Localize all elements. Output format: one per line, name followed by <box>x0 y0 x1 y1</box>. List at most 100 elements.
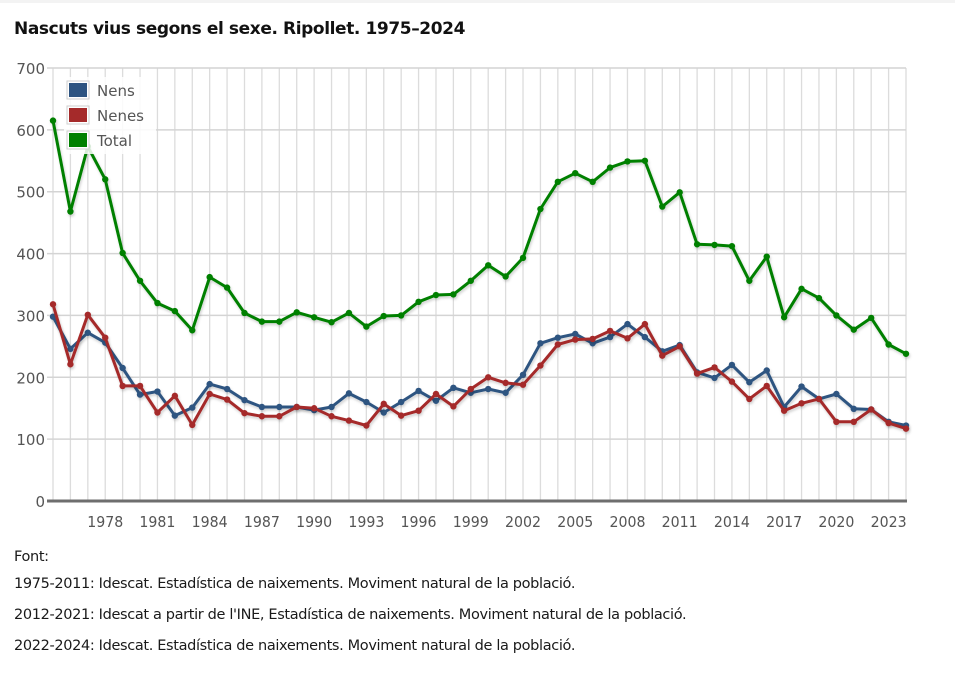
data-point-total <box>833 312 840 319</box>
x-tick-label: 2020 <box>818 513 854 531</box>
x-tick-label: 2011 <box>662 513 698 531</box>
data-point-nens <box>345 390 353 397</box>
data-point-nenes <box>397 412 405 419</box>
data-point-nens <box>763 367 770 374</box>
data-point-total <box>624 158 631 165</box>
data-point-total <box>537 205 544 213</box>
data-point-nenes <box>641 320 649 328</box>
series <box>49 117 910 432</box>
data-point-nens <box>397 398 405 406</box>
data-point-nenes <box>136 382 144 390</box>
data-point-total <box>711 241 718 249</box>
data-point-nens <box>502 389 509 396</box>
data-point-nenes <box>189 421 196 429</box>
legend-label: Total <box>96 132 132 150</box>
data-point-nens <box>258 403 266 411</box>
data-point-nenes <box>537 362 544 369</box>
data-point-nens <box>119 364 126 372</box>
data-point-nenes <box>415 407 422 414</box>
data-point-nenes <box>572 336 579 343</box>
y-tick-label: 300 <box>16 307 45 325</box>
data-point-nens <box>450 384 457 392</box>
data-point-total <box>641 157 649 164</box>
data-point-nens <box>485 385 492 393</box>
data-point-nens <box>728 361 736 369</box>
data-point-nenes <box>746 395 753 403</box>
data-point-total <box>293 309 300 316</box>
series-total <box>49 117 910 357</box>
x-tick-label: 1996 <box>401 513 437 531</box>
data-point-nenes <box>728 378 736 385</box>
x-tick-label: 1993 <box>348 513 384 531</box>
data-point-total <box>850 326 857 333</box>
y-tick-label: 700 <box>16 60 45 78</box>
data-point-total <box>763 253 770 260</box>
data-point-total <box>276 318 283 325</box>
data-point-nenes <box>328 413 335 420</box>
data-point-total <box>676 189 683 196</box>
data-point-nenes <box>624 335 631 342</box>
y-tick-label: 400 <box>16 246 45 264</box>
data-point-nenes <box>519 381 527 388</box>
data-point-nenes <box>276 413 283 420</box>
data-point-nens <box>380 409 387 416</box>
data-point-nenes <box>102 334 109 341</box>
data-point-nens <box>850 405 857 413</box>
data-point-total <box>450 291 457 298</box>
data-point-total <box>119 249 126 257</box>
data-point-total <box>432 291 440 299</box>
data-point-nens <box>241 396 248 404</box>
data-point-nenes <box>154 409 161 416</box>
legend-swatch-total <box>69 133 87 147</box>
data-point-nens <box>537 340 544 347</box>
legend-swatch-nens <box>69 83 87 97</box>
data-point-total <box>519 254 527 262</box>
data-point-total <box>572 169 579 177</box>
data-point-nens <box>154 388 161 395</box>
data-point-nenes <box>693 370 701 377</box>
data-point-nenes <box>798 400 805 407</box>
data-point-total <box>171 307 179 315</box>
data-point-nenes <box>241 409 248 417</box>
data-point-total <box>780 314 788 321</box>
data-point-total <box>885 341 892 348</box>
x-tick-label: 1981 <box>139 513 175 531</box>
data-point-total <box>136 277 144 284</box>
series-nens <box>49 313 910 429</box>
source-line: 1975-2011: Idescat. Estadística de naixe… <box>14 576 576 592</box>
data-point-nens <box>67 345 74 353</box>
x-tick-label: 2023 <box>871 513 907 531</box>
legend-swatch-nenes <box>69 108 87 122</box>
x-tick-label: 2014 <box>714 513 750 531</box>
chart-title: Nascuts vius segons el sexe. Ripollet. 1… <box>14 19 466 39</box>
data-point-total <box>102 176 109 183</box>
series-line-nens <box>51 315 908 427</box>
data-point-total <box>693 241 701 248</box>
data-point-nens <box>223 385 231 393</box>
data-point-nenes <box>850 418 857 426</box>
line-chart: 0 100 200 300 400 500 600 700 1978 1981 1984 1987 19… <box>16 60 910 531</box>
legend-label: Nens <box>97 82 135 100</box>
top-divider <box>0 0 955 3</box>
x-tick-label: 2002 <box>505 513 541 531</box>
data-point-nens <box>746 379 753 386</box>
data-point-total <box>345 309 353 317</box>
x-tick-label: 2017 <box>766 513 802 531</box>
data-point-nens <box>171 412 179 419</box>
data-point-nens <box>711 374 718 382</box>
data-point-nenes <box>223 396 231 403</box>
series-nenes <box>49 301 910 432</box>
data-point-total <box>397 312 405 319</box>
data-point-nenes <box>902 425 910 432</box>
x-tick-label: 1990 <box>296 513 332 531</box>
x-tick-label: 2008 <box>609 513 645 531</box>
data-point-total <box>415 298 422 306</box>
data-point-nens <box>606 333 614 341</box>
source-label: Font: <box>14 549 49 565</box>
data-point-nenes <box>867 406 875 413</box>
data-point-total <box>380 312 387 320</box>
data-point-nens <box>328 403 335 411</box>
legend-label: Nenes <box>97 107 144 125</box>
data-point-nens <box>554 334 562 341</box>
data-point-nenes <box>676 343 683 350</box>
